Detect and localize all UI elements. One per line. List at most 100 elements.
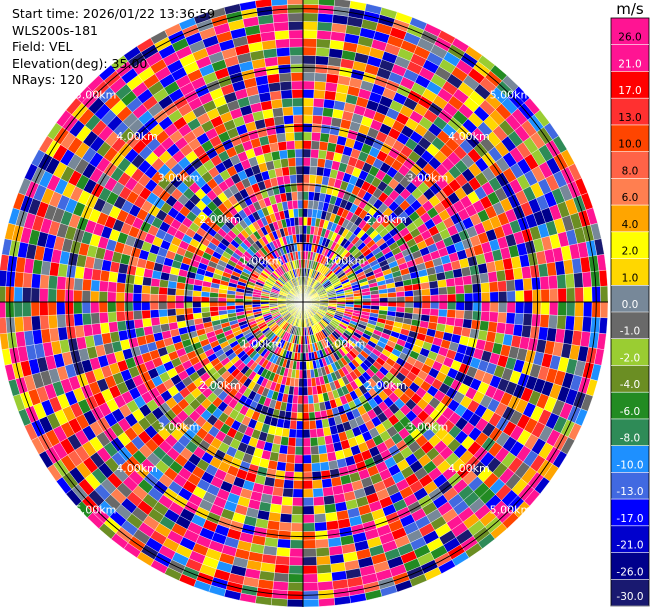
gate-cell [294,148,304,158]
gate-cell [445,277,456,288]
gate-cell [217,305,228,312]
gate-cell [158,294,168,303]
gate-cell [133,275,144,286]
gate-cell [307,394,314,405]
gate-cell [302,488,314,498]
gate-cell [273,115,285,126]
gate-cell [370,293,380,299]
gate-cell [295,157,304,167]
gate-cell [317,436,326,446]
gate-cell [159,316,169,325]
gate-cell [306,377,313,388]
gate-cell [293,114,304,124]
gate-cell [302,539,317,549]
gate-cell [302,505,315,515]
gate-cell [200,301,210,308]
gate-cell [272,13,289,24]
gate-cell [379,301,389,307]
gate-cell [273,572,289,583]
gate-cell [421,301,431,309]
gate-cell [315,538,329,549]
gate-cell [99,269,110,282]
range-ring-label: 1.00km [241,255,283,268]
gate-cell [573,272,584,288]
elevation-text: Elevation(deg): 35.00 [12,55,148,71]
gate-cell [324,90,337,101]
gate-cell [319,132,330,143]
gate-cell [429,308,440,317]
gate-cell [0,317,8,335]
gate-cell [540,301,550,316]
gate-cell [489,301,499,313]
gate-cell [320,469,332,480]
gate-cell [30,287,40,303]
gate-cell [302,114,313,124]
range-ring-label: 2.00km [199,379,241,392]
gate-cell [302,0,320,5]
gate-cell [315,419,324,430]
gate-cell [496,269,507,282]
colorbar-swatch [611,258,649,286]
gate-cell [56,301,66,316]
gate-cell [310,148,320,159]
gate-cell [48,275,58,290]
gate-cell [321,478,333,489]
gate-cell [307,386,313,396]
colorbar-swatch [611,71,649,99]
gate-cell [302,420,310,430]
gate-cell [81,301,91,314]
gate-cell [291,505,304,515]
gate-cell [311,131,321,142]
gate-cell [302,446,312,456]
gate-cell [479,320,490,332]
gate-cell [446,285,457,295]
range-ring-label: 3.00km [158,172,200,185]
gate-cell [549,288,559,303]
gate-cell [115,292,125,303]
gate-cell [192,307,202,314]
gate-cell [548,275,558,290]
range-ring-label: 2.00km [199,213,241,226]
gate-cell [323,495,336,506]
gate-cell [316,555,331,566]
gate-cell [282,106,294,117]
gate-cell [506,290,516,303]
gate-cell [0,285,6,303]
gate-cell [14,316,25,333]
gate-cell [556,315,567,330]
gate-cell [291,80,304,90]
gate-cell [302,480,313,490]
gate-cell [302,123,313,133]
gate-cell [302,573,318,583]
gate-cell [91,323,102,336]
gate-cell [124,310,135,321]
gate-cell [325,511,338,523]
gate-cell [285,454,296,464]
gate-cell [309,420,317,430]
gate-cell [514,312,525,326]
colorbar-tick-label: -17.0 [616,513,643,525]
gate-cell [90,279,101,292]
gate-cell [370,297,380,303]
gate-cell [435,271,447,281]
gate-cell [455,301,465,311]
gate-cell [313,402,321,413]
gate-cell [455,284,465,295]
range-ring-label: 2.00km [365,213,407,226]
gate-cell [302,437,311,447]
gate-cell [226,297,236,303]
gate-cell [312,106,324,117]
gate-cell [310,454,321,464]
range-ring-label: 3.00km [407,420,449,433]
gate-cell [299,233,304,243]
gate-cell [81,290,91,303]
gate-cell [289,46,304,56]
gate-cell [108,321,119,333]
gate-cell [302,582,319,592]
gate-cell [266,520,281,531]
gate-cell [270,597,288,607]
colorbar-swatch [611,178,649,206]
gate-cell [312,114,323,125]
gate-cell [73,289,83,303]
gate-cell [274,124,286,135]
